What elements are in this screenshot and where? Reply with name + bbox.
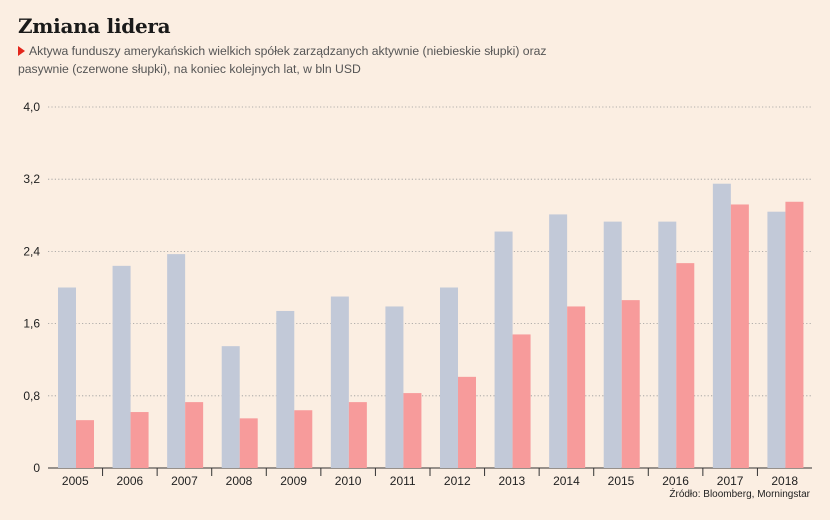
bars — [58, 183, 804, 468]
x-axis-ticks: 2005 2006 2007 2008 2009 2010 2011 2012 2013 2014… — [62, 468, 798, 488]
y-tick-label: 0 — [33, 461, 40, 475]
bar-passive — [785, 201, 804, 468]
triangle-marker-icon — [18, 46, 25, 56]
bar-passive — [348, 402, 367, 468]
bar-active — [494, 231, 513, 468]
x-tick-label: 2018 — [771, 474, 798, 488]
x-tick-label: 2015 — [608, 474, 635, 488]
grid-lines — [48, 106, 812, 469]
x-tick-label: 2006 — [117, 474, 144, 488]
y-tick-label: 3,2 — [23, 172, 40, 186]
x-tick-label: 2010 — [335, 474, 362, 488]
bar-passive — [130, 412, 149, 468]
x-tick-label: 2012 — [444, 474, 471, 488]
x-tick-label: 2011 — [390, 474, 416, 488]
bar-active — [276, 310, 295, 468]
bar-active — [767, 211, 786, 468]
bar-passive — [76, 420, 94, 468]
bar-passive — [294, 410, 313, 468]
bar-active — [712, 183, 731, 468]
y-axis-ticks: 4,0 3,2 2,4 1,6 0,8 0 — [23, 100, 40, 475]
bar-passive — [185, 402, 204, 468]
bar-active — [330, 296, 349, 468]
bar-active — [658, 221, 677, 468]
y-tick-label: 2,4 — [23, 244, 40, 258]
x-tick-label: 2009 — [280, 474, 307, 488]
y-tick-label: 1,6 — [23, 317, 40, 331]
source-note: Źródło: Bloomberg, Morningstar — [669, 489, 810, 500]
x-tick-label: 2008 — [226, 474, 253, 488]
bar-passive — [621, 300, 640, 468]
bar-passive — [239, 418, 258, 468]
bar-passive — [512, 334, 531, 468]
bar-active — [603, 221, 622, 468]
bar-passive — [730, 204, 749, 468]
chart-title: Zmiana lidera — [18, 14, 171, 38]
bar-active — [58, 287, 76, 468]
x-tick-label: 2005 — [62, 474, 89, 488]
subtitle-text: Aktywa funduszy amerykańskich wielkich s… — [18, 44, 547, 76]
bar-active — [549, 214, 568, 468]
x-tick-label: 2014 — [553, 474, 580, 488]
bar-active — [221, 346, 240, 468]
x-tick-label: 2017 — [717, 474, 744, 488]
y-tick-label: 0,8 — [23, 389, 40, 403]
bar-passive — [567, 306, 586, 468]
x-tick-label: 2013 — [499, 474, 526, 488]
bar-active — [112, 265, 131, 468]
bar-passive — [458, 376, 476, 468]
bar-active — [167, 254, 186, 468]
x-tick-label: 2016 — [662, 474, 689, 488]
bar-passive — [403, 393, 422, 468]
bar-active — [440, 287, 458, 468]
bar-active — [385, 306, 404, 468]
y-tick-label: 4,0 — [23, 100, 40, 114]
x-tick-label: 2007 — [171, 474, 198, 488]
chart-subtitle: Aktywa funduszy amerykańskich wielkich s… — [18, 42, 578, 78]
bar-passive — [676, 263, 695, 468]
